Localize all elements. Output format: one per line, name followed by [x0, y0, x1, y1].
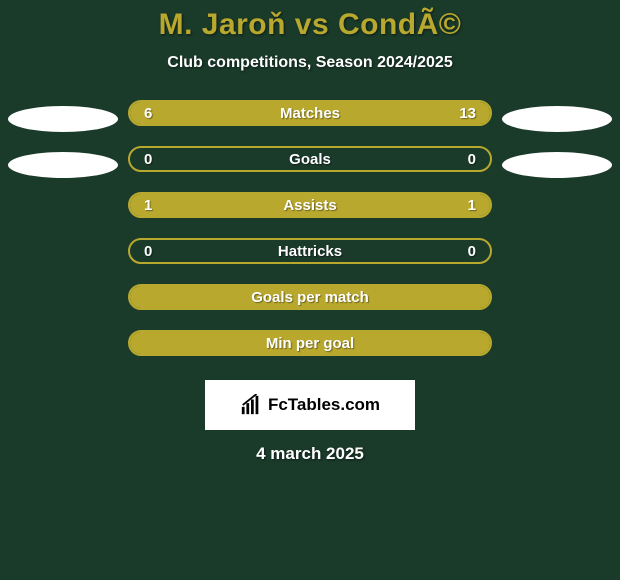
- bar-value-right: 1: [468, 197, 476, 214]
- bar-value-right: 0: [468, 243, 476, 260]
- subtitle: Club competitions, Season 2024/2025: [0, 54, 620, 72]
- bar-label: Assists: [283, 197, 336, 214]
- page-title: M. Jaroň vs CondÃ©: [0, 8, 620, 42]
- comparison-infographic: M. Jaroň vs CondÃ© Club competitions, Se…: [0, 0, 620, 464]
- bar-label: Hattricks: [278, 243, 342, 260]
- stats-area: 6 Matches 13 0 Goals 0 1 Assists 1 0 Hattricks 0 Goa…: [0, 100, 620, 356]
- bar-label: Matches: [280, 105, 340, 122]
- stat-bar: 0 Goals 0: [128, 146, 492, 172]
- player-avatar-right-2: [502, 152, 612, 178]
- footer-date: 4 march 2025: [0, 444, 620, 464]
- bar-fill-right: [310, 194, 490, 216]
- left-avatar-column: [8, 100, 118, 178]
- brand-text: FcTables.com: [268, 395, 380, 415]
- player-avatar-left-1: [8, 106, 118, 132]
- stat-bar: Min per goal: [128, 330, 492, 356]
- stat-bar: 6 Matches 13: [128, 100, 492, 126]
- bar-value-left: 1: [144, 197, 152, 214]
- bar-label: Goals: [289, 151, 331, 168]
- bar-value-left: 0: [144, 243, 152, 260]
- bar-label: Min per goal: [266, 335, 354, 352]
- bar-value-left: 0: [144, 151, 152, 168]
- right-avatar-column: [502, 100, 612, 178]
- brand-logo-icon: [240, 394, 262, 416]
- bars-column: 6 Matches 13 0 Goals 0 1 Assists 1 0 Hattricks 0 Goa…: [128, 100, 492, 356]
- stat-bar: Goals per match: [128, 284, 492, 310]
- brand-badge: FcTables.com: [205, 380, 415, 430]
- stat-bar: 1 Assists 1: [128, 192, 492, 218]
- bar-label: Goals per match: [251, 289, 369, 306]
- stat-bar: 0 Hattricks 0: [128, 238, 492, 264]
- player-avatar-right-1: [502, 106, 612, 132]
- player-avatar-left-2: [8, 152, 118, 178]
- bar-value-left: 6: [144, 105, 152, 122]
- bar-value-right: 0: [468, 151, 476, 168]
- bar-value-right: 13: [459, 105, 476, 122]
